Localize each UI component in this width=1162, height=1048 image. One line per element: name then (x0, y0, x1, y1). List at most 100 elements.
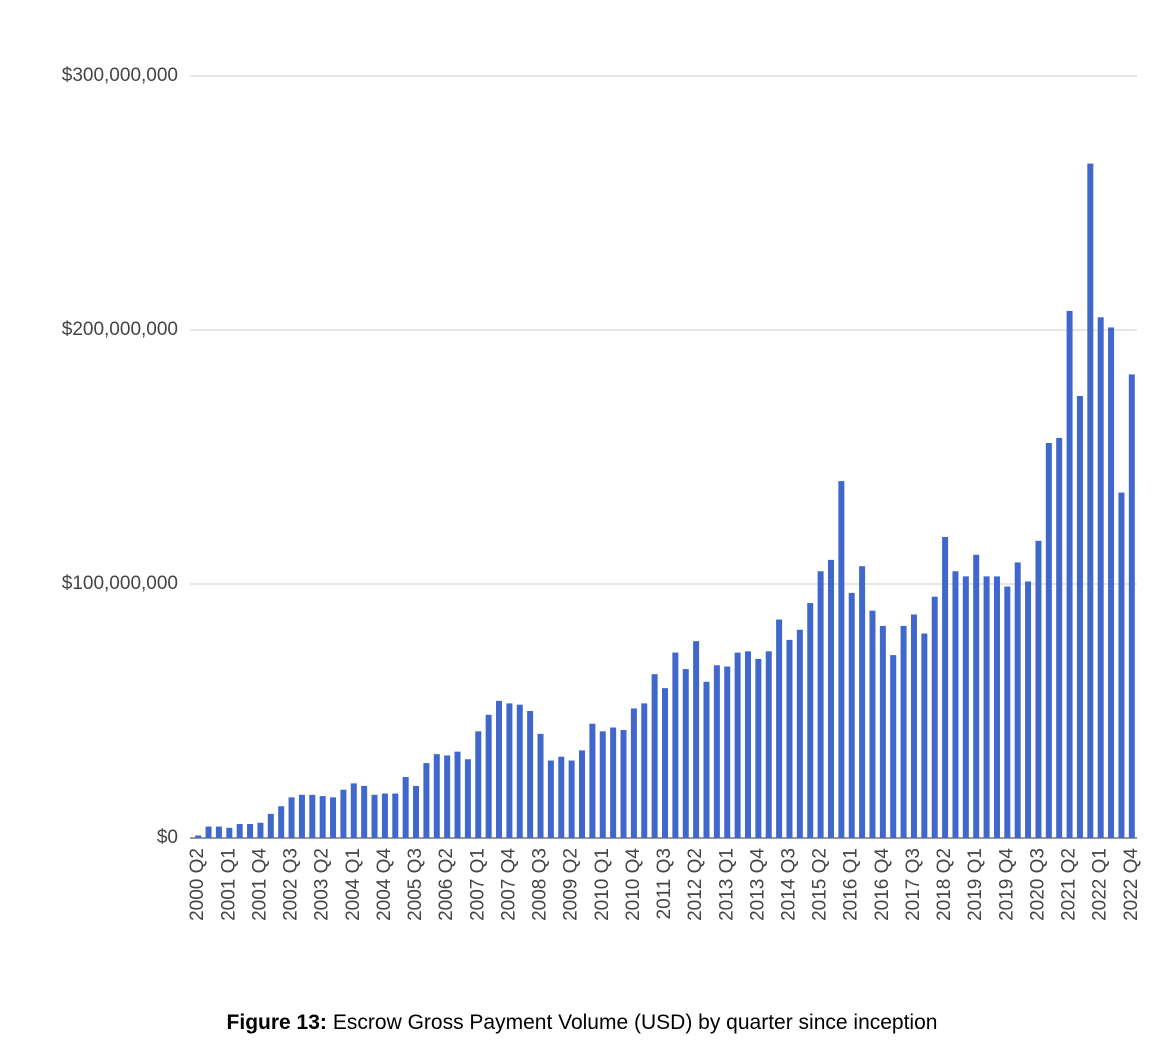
bar (433, 754, 440, 838)
bar (579, 750, 586, 838)
bar (1045, 443, 1052, 838)
bar (1035, 540, 1042, 838)
x-tick-label: 2007 Q4 (498, 848, 519, 921)
bar (558, 756, 565, 838)
x-tick-label: 2012 Q2 (685, 848, 706, 921)
y-tick-label: $200,000,000 (62, 319, 178, 340)
bar (734, 652, 741, 838)
bar (724, 666, 731, 838)
bar (568, 760, 575, 838)
caption: Figure 13: Escrow Gross Payment Volume (U… (227, 1011, 938, 1034)
bar (641, 703, 648, 838)
bar (1014, 562, 1021, 838)
bar (496, 700, 503, 838)
bar (392, 793, 399, 838)
x-tick-label: 2006 Q2 (436, 848, 457, 921)
x-tick-label: 2021 Q2 (1059, 848, 1080, 921)
bar (703, 681, 710, 838)
bar (309, 794, 316, 838)
bar (651, 674, 658, 838)
bar (776, 619, 783, 838)
bar (371, 794, 378, 838)
bar (215, 826, 222, 838)
bar (962, 576, 969, 838)
bar (589, 723, 596, 838)
bar (226, 827, 233, 838)
x-tick-label: 2001 Q4 (249, 848, 270, 921)
bar (319, 796, 326, 838)
bar (869, 610, 876, 838)
x-tick-label: 2008 Q3 (530, 848, 551, 921)
y-tick-label: $100,000,000 (62, 573, 178, 594)
bar (1076, 396, 1083, 838)
bar (807, 603, 814, 838)
bar (516, 704, 523, 838)
bar (1066, 310, 1073, 838)
x-tick-label: 2003 Q2 (312, 848, 333, 921)
bar (298, 794, 305, 838)
bar (247, 824, 254, 838)
bar (662, 688, 668, 838)
bar (952, 571, 959, 838)
bar (838, 481, 845, 838)
x-tick-label: 2019 Q4 (996, 848, 1017, 921)
x-tick-label: 2002 Q3 (281, 848, 302, 921)
bar (786, 639, 793, 838)
bar (610, 727, 617, 838)
bar (859, 566, 866, 838)
bar (475, 731, 482, 838)
bar (257, 822, 264, 838)
bar (910, 614, 917, 838)
bar (413, 785, 420, 838)
bar (527, 711, 534, 838)
x-tick-label: 2022 Q1 (1090, 848, 1111, 921)
x-tick-label: 2018 Q2 (934, 848, 955, 921)
x-tick-label: 2010 Q4 (623, 848, 644, 921)
bar (599, 731, 606, 838)
caption-text: Escrow Gross Payment Volume (USD) by qua… (333, 1011, 938, 1034)
bar (1025, 581, 1032, 838)
x-tick-label: 2000 Q2 (187, 848, 208, 921)
bar (682, 669, 689, 838)
bar (361, 785, 368, 838)
bar (1004, 586, 1011, 838)
bar (1097, 317, 1104, 838)
bar (713, 665, 720, 838)
bar (942, 537, 949, 838)
bar (848, 592, 855, 838)
bar (350, 783, 357, 838)
bar (1087, 163, 1094, 838)
caption-label: Figure 13: (227, 1011, 327, 1034)
x-tick-label: 2004 Q1 (343, 848, 364, 921)
x-tick-label: 2016 Q4 (872, 848, 893, 921)
bar (1128, 374, 1135, 838)
bar (485, 714, 492, 838)
bar (879, 625, 886, 838)
bar (744, 651, 751, 838)
bar (900, 625, 907, 838)
bar (620, 730, 627, 838)
x-tick-label: 2001 Q1 (218, 848, 239, 921)
bar (278, 806, 285, 838)
bar (454, 751, 461, 838)
bar (827, 559, 834, 838)
bar (672, 652, 679, 838)
bar (537, 733, 544, 838)
x-tick-label: 2015 Q2 (810, 848, 831, 921)
bar (236, 824, 243, 838)
x-tick-label: 2022 Q4 (1121, 848, 1142, 921)
x-tick-label: 2014 Q3 (778, 848, 799, 921)
x-tick-label: 2019 Q1 (965, 848, 986, 921)
bar (817, 571, 824, 838)
x-tick-label: 2016 Q1 (841, 848, 862, 921)
bar (921, 633, 928, 838)
x-tick-label: 2009 Q2 (561, 848, 582, 921)
x-tick-label: 2020 Q3 (1027, 848, 1048, 921)
bar (890, 655, 897, 838)
bar (1118, 492, 1125, 838)
bar (464, 759, 471, 838)
bar (267, 813, 274, 838)
bar (983, 576, 990, 838)
bar (381, 793, 388, 838)
